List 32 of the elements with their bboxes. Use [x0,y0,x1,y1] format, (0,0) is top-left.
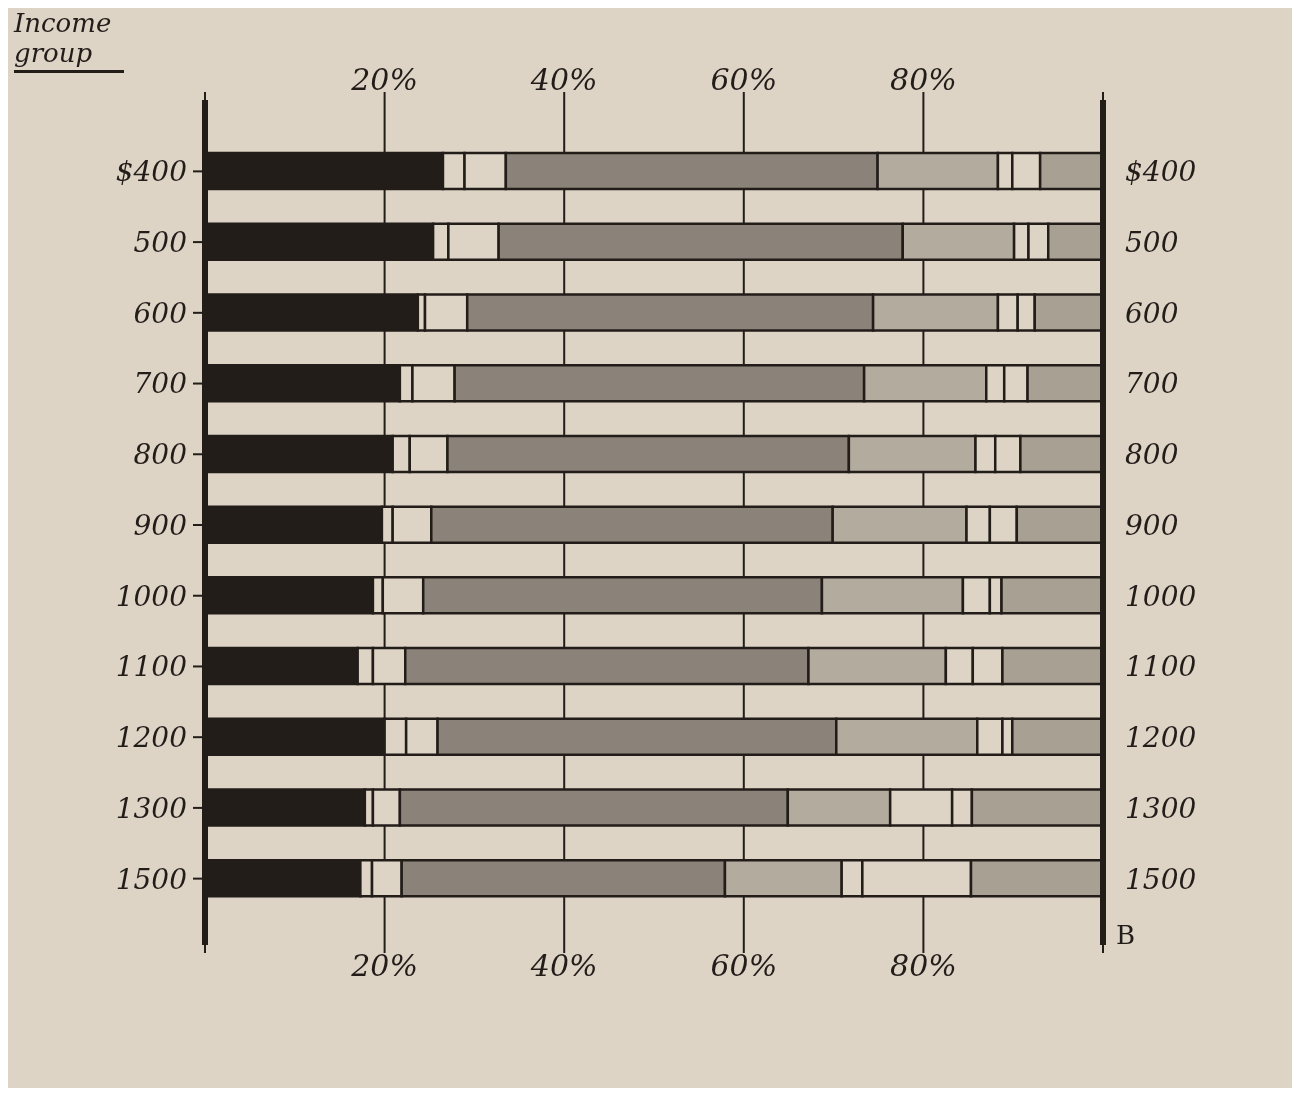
y-tick-label: 600 [133,296,187,330]
x-tick-label: 20% [350,948,418,984]
y-tick-label: 800 [133,438,187,472]
category-label: $400 [1125,155,1197,189]
category-label: 500 [1125,226,1179,260]
y-tick-label: $400 [115,155,187,189]
y-tick-label: 1500 [115,862,187,896]
category-label: 700 [1125,367,1179,401]
category-label: 1000 [1125,579,1197,613]
y-tick-label: 500 [133,226,187,260]
y-tick-label: 1000 [115,579,187,613]
y-tick-label: 700 [133,367,187,401]
x2-tick-label: 40% [529,62,598,97]
y-tick-label: 1100 [115,650,187,684]
x-tick-label: 40% [529,948,598,984]
text: B [1116,920,1136,950]
x-tick-label: 60% [710,948,778,984]
y-tick-label: 1300 [115,791,187,825]
x-tick-label: 80% [890,948,957,984]
category-label: 1500 [1125,862,1197,896]
category-label: 600 [1125,296,1179,330]
category-label: 900 [1125,508,1179,542]
category-label: 1300 [1125,791,1197,825]
category-label: 1200 [1125,721,1197,755]
x2-tick-label: 80% [890,62,957,97]
category-label: 1100 [1125,650,1197,684]
x2-tick-label: 60% [710,62,778,97]
x2-tick-label: 20% [350,62,418,97]
category-label: 800 [1125,438,1179,472]
y-tick-label: 900 [133,508,187,542]
y-axis-title: Income group [14,8,124,73]
y-tick-label: 1200 [115,721,187,755]
